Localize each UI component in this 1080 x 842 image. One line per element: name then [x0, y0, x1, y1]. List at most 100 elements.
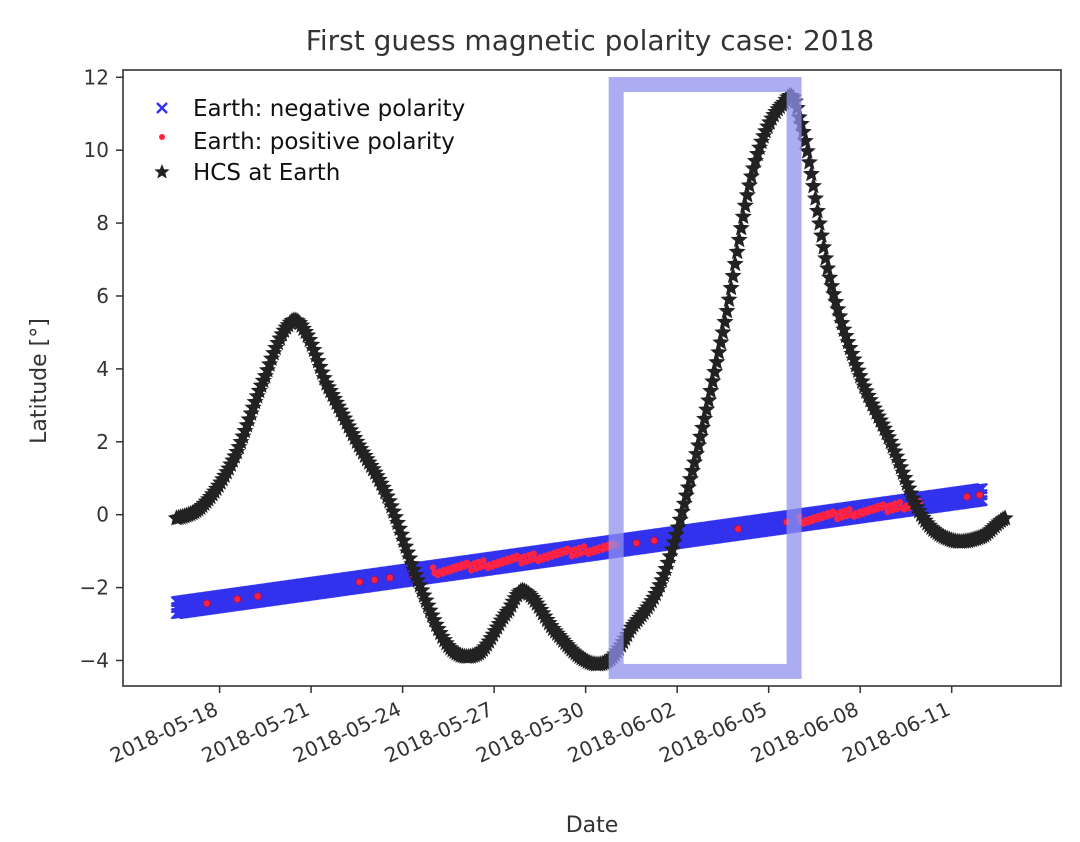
hcs-point	[659, 553, 677, 571]
hcs-point	[429, 620, 447, 637]
hcs-point	[800, 153, 818, 170]
positive-polarity-point	[962, 492, 971, 501]
hcs-point	[908, 498, 926, 515]
hcs-point	[683, 461, 701, 479]
positive-polarity-point	[650, 536, 659, 545]
hcs-point	[802, 165, 820, 182]
positive-polarity-point	[355, 577, 364, 586]
hcs-point	[405, 560, 423, 578]
hcs-point	[393, 525, 411, 542]
hcs-point	[374, 478, 392, 495]
hcs-point	[364, 460, 382, 477]
positive-polarity-point	[370, 575, 379, 584]
y-tick-label: 8	[96, 211, 109, 235]
hcs-point	[734, 207, 752, 224]
positive-polarity-point	[202, 599, 211, 608]
hcs-point	[726, 254, 744, 272]
hcs-point	[698, 400, 716, 417]
hcs-point	[736, 196, 754, 213]
hcs-point	[746, 152, 764, 169]
positive-polarity-point	[253, 592, 262, 601]
hcs-point	[538, 610, 556, 628]
hcs-point	[815, 238, 833, 255]
series-positive-polarity	[202, 490, 984, 608]
hcs-point	[694, 418, 712, 436]
x-axis-label: Date	[566, 813, 619, 838]
hcs-point	[657, 560, 675, 577]
hcs-point	[411, 576, 429, 593]
hcs-point	[829, 300, 847, 317]
hcs-point	[827, 292, 845, 310]
y-tick-label: −2	[80, 576, 109, 600]
hcs-point	[690, 436, 708, 453]
hcs-point	[679, 478, 697, 495]
hcs-point	[319, 378, 337, 395]
hcs-point	[821, 268, 839, 285]
hcs-point	[532, 601, 550, 618]
hcs-point	[730, 230, 748, 248]
hcs-point	[665, 533, 683, 550]
y-tick-label: 10	[84, 138, 109, 162]
hcs-point	[352, 440, 370, 457]
positive-polarity-point	[385, 573, 394, 582]
hcs-point	[423, 606, 441, 623]
hcs-point	[667, 526, 685, 543]
positive-polarity-point	[429, 564, 437, 571]
hcs-point	[718, 302, 736, 319]
chart-title: First guess magnetic polarity case: 2018	[306, 24, 874, 57]
positive-polarity-point	[632, 539, 641, 548]
hcs-point	[722, 279, 740, 296]
hcs-point	[712, 333, 730, 350]
hcs-point	[687, 445, 705, 462]
y-tick-label: −4	[80, 648, 109, 672]
hcs-point	[819, 259, 837, 276]
hcs-point	[704, 372, 722, 389]
hcs-point	[368, 467, 386, 484]
hcs-point	[813, 226, 831, 243]
hcs-point	[362, 456, 380, 474]
hcs-point	[740, 176, 758, 193]
hcs-point	[728, 242, 746, 260]
hcs-point	[386, 508, 405, 525]
hcs-point	[661, 547, 679, 564]
legend-label: Earth: positive polarity	[193, 129, 455, 155]
hcs-point	[738, 186, 756, 203]
hcs-point	[417, 591, 435, 608]
hcs-point	[332, 401, 350, 418]
hcs-point	[358, 450, 376, 467]
y-tick-label: 6	[96, 284, 109, 308]
legend-marker-positive-polarity	[159, 134, 165, 140]
y-tick-label: 4	[96, 357, 109, 381]
hcs-point	[817, 249, 835, 266]
hcs-point	[823, 277, 841, 294]
hcs-point	[700, 391, 718, 408]
hcs-point	[798, 142, 816, 159]
hcs-point	[796, 132, 814, 149]
hcs-point	[724, 267, 742, 284]
hcs-point	[431, 624, 449, 641]
hcs-point	[872, 411, 890, 428]
legend-marker-hcs	[154, 164, 170, 179]
hcs-point	[708, 353, 726, 370]
hcs-point	[806, 189, 824, 206]
hcs-point	[732, 219, 750, 236]
hcs-point	[685, 453, 703, 470]
legend-label: Earth: negative polarity	[193, 96, 465, 122]
hcs-point	[334, 405, 352, 422]
hcs-point	[344, 425, 362, 442]
hcs-point	[696, 409, 714, 427]
positive-polarity-point	[580, 543, 588, 550]
hcs-point	[810, 214, 829, 231]
hcs-point	[675, 494, 693, 512]
hcs-point	[835, 320, 853, 337]
y-tick-label: 0	[96, 503, 109, 527]
hcs-point	[808, 202, 826, 219]
hcs-point	[681, 470, 699, 487]
hcs-point	[825, 285, 843, 302]
hcs-point	[663, 540, 681, 557]
y-tick-label: 2	[96, 430, 109, 454]
hcs-point	[748, 145, 766, 162]
positive-polarity-point	[530, 550, 537, 557]
positive-polarity-point	[975, 490, 984, 499]
